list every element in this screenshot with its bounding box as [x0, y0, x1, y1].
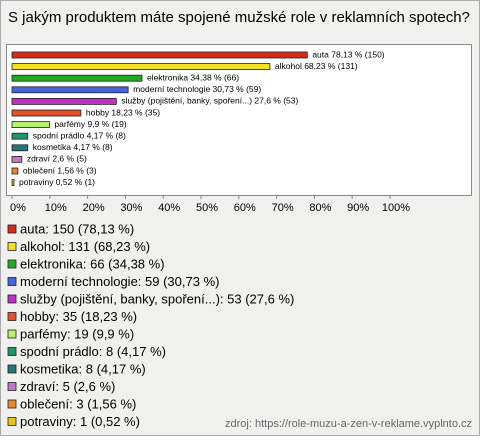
x-tick-label: 80% — [309, 202, 331, 214]
x-tick-label: 0% — [10, 202, 26, 214]
x-tick-label: 40% — [158, 202, 180, 214]
legend-label: zdraví: 5 (2,6 %) — [20, 379, 115, 394]
bar — [11, 86, 129, 94]
legend-label: moderní technologie: 59 (30,73 %) — [20, 274, 219, 289]
x-tick-label: 10% — [45, 202, 67, 214]
x-tick-label: 50% — [196, 202, 218, 214]
legend-swatch — [7, 364, 17, 374]
bar — [11, 144, 29, 152]
x-tick-label: 60% — [234, 202, 256, 214]
value-label: parfémy 9,9 % (19) — [54, 119, 126, 129]
value-label: služby (pojištění, banky, spoření...) 27… — [121, 96, 298, 106]
legend-swatch — [7, 294, 17, 304]
x-tick-label: 30% — [120, 202, 142, 214]
legend-label: elektronika: 66 (34,38 %) — [20, 256, 165, 271]
value-label: auta 78,13 % (150) — [312, 49, 384, 59]
legend-label: kosmetika: 8 (4,17 %) — [20, 361, 146, 376]
bar — [11, 132, 29, 140]
x-tick-label: 20% — [83, 202, 105, 214]
legend-label: potraviny: 1 (0,52 %) — [20, 414, 140, 429]
value-label: zdraví 2,6 % (5) — [27, 154, 87, 164]
value-label: hobby 18,23 % (35) — [86, 107, 160, 117]
bar — [11, 51, 308, 59]
bar — [11, 98, 117, 105]
value-label: alkohol 68,23 % (131) — [275, 61, 358, 71]
x-tick-label: 90% — [347, 202, 369, 214]
legend-label: parfémy: 19 (9,9 %) — [20, 326, 134, 341]
legend-label: oblečení: 3 (1,56 %) — [20, 396, 136, 411]
x-tick-label: 100% — [382, 202, 410, 214]
bar — [11, 63, 271, 70]
legend-swatch — [7, 329, 17, 339]
legend-swatch — [7, 417, 17, 426]
bar — [11, 167, 19, 175]
legend-label: alkohol: 131 (68,23 %) — [20, 239, 150, 254]
legend-swatch — [7, 312, 17, 321]
legend-label: auta: 150 (78,13 %) — [20, 221, 134, 236]
bar — [11, 155, 23, 163]
legend-swatch — [7, 277, 17, 286]
bar — [11, 121, 50, 128]
bar — [11, 179, 15, 187]
legend-swatch — [7, 382, 17, 391]
legend-swatch — [7, 399, 17, 409]
value-label: potraviny 0,52 % (1) — [19, 177, 95, 187]
bar — [11, 109, 82, 117]
legend-swatch — [7, 259, 17, 269]
value-label: elektronika 34,38 % (66) — [147, 72, 239, 82]
value-label: spodní prádlo 4,17 % (8) — [33, 130, 126, 140]
x-tick-label: 70% — [272, 202, 294, 214]
source: zdroj: https://role-muzu-a-zen-v-reklame… — [225, 418, 472, 430]
value-label: kosmetika 4,17 % (8) — [33, 142, 113, 152]
value-label: oblečení 1,56 % (3) — [23, 165, 97, 175]
legend-swatch — [7, 242, 17, 251]
legend-swatch — [7, 347, 17, 356]
legend-label: hobby: 35 (18,23 %) — [20, 309, 137, 324]
chart-title: S jakým produktem máte spojené mužské ro… — [8, 9, 470, 26]
legend-swatch — [7, 224, 17, 234]
legend-label: spodní prádlo: 8 (4,17 %) — [20, 344, 166, 359]
value-label: moderní technologie 30,73 % (59) — [133, 84, 261, 94]
bar — [11, 74, 143, 82]
legend-label: služby (pojištění, banky, spoření...): 5… — [20, 291, 294, 306]
